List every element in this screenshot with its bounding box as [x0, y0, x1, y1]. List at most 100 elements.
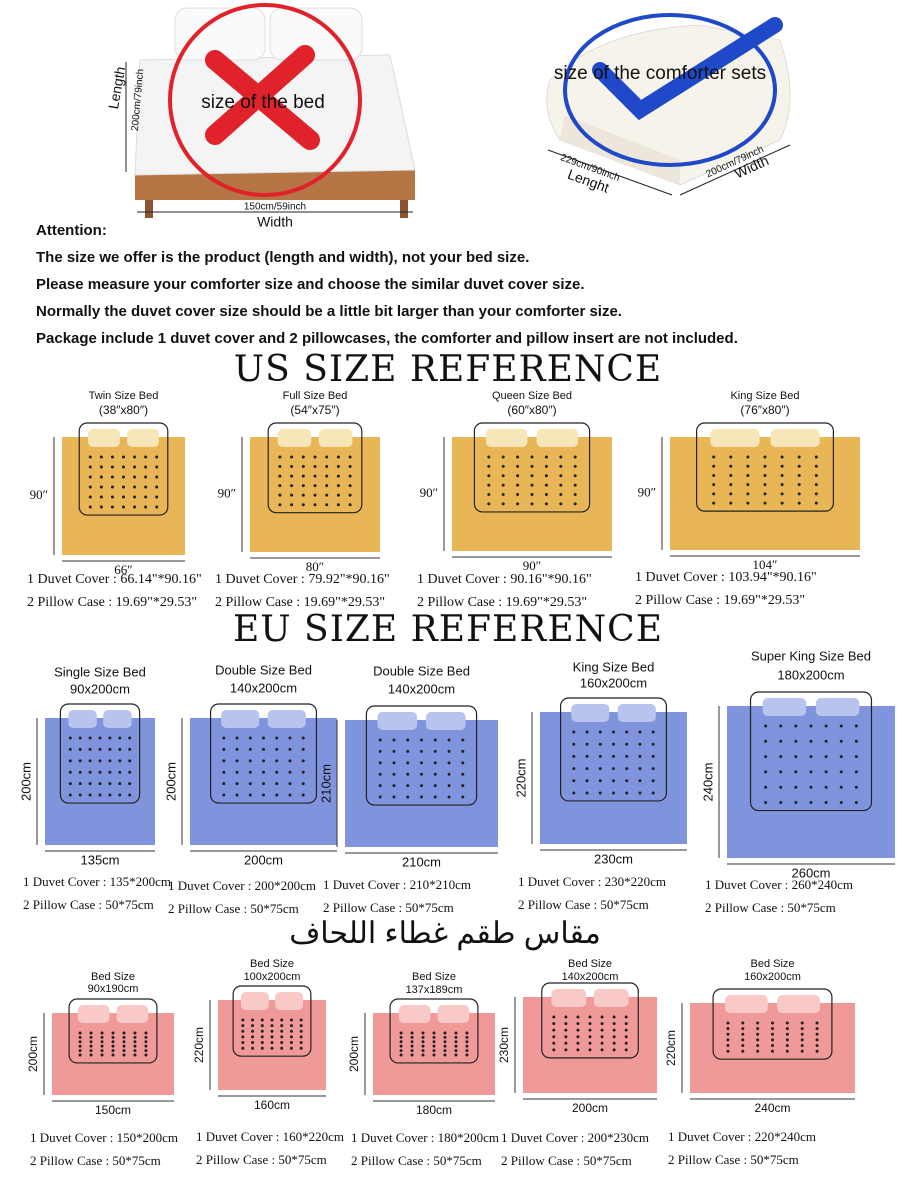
pillow	[68, 710, 97, 728]
duvet-area	[727, 706, 895, 858]
dot	[155, 465, 159, 469]
dot	[588, 1048, 592, 1052]
pillow-size: 2 Pillow Case : 50*75cm	[351, 1153, 482, 1168]
dot	[432, 1040, 436, 1044]
dot	[110, 475, 114, 479]
attention-title: Attention:	[36, 222, 107, 239]
dot	[756, 1027, 760, 1031]
dot	[854, 801, 858, 805]
dot	[530, 464, 534, 468]
bed-length-label: Length	[105, 65, 128, 110]
width-label: 160cm	[254, 1098, 290, 1112]
dot	[410, 1035, 414, 1039]
dot	[133, 1049, 137, 1053]
dot	[68, 759, 72, 763]
dot	[809, 785, 813, 789]
dot	[88, 736, 92, 740]
dot	[780, 492, 784, 496]
dot	[516, 464, 520, 468]
bed-dims: 180x200cm	[777, 667, 844, 682]
mattress-outline	[473, 422, 591, 513]
dot	[260, 1035, 264, 1039]
dot	[839, 724, 843, 728]
dot	[600, 1015, 604, 1019]
dot	[487, 464, 491, 468]
dot	[814, 455, 818, 459]
dot	[447, 795, 451, 799]
dot	[461, 761, 465, 765]
dot	[501, 474, 505, 478]
dot	[564, 1015, 568, 1019]
dot	[348, 465, 352, 469]
dot	[726, 1049, 730, 1053]
pillow	[485, 429, 528, 447]
dot	[241, 1035, 245, 1039]
dot	[100, 1035, 104, 1039]
dot	[712, 473, 716, 477]
dot	[133, 495, 137, 499]
dot	[741, 1032, 745, 1036]
dot	[99, 505, 103, 509]
dot	[824, 755, 828, 759]
dot	[552, 1028, 556, 1032]
dot	[110, 465, 114, 469]
pillow	[571, 704, 610, 722]
dot	[144, 505, 148, 509]
dot	[651, 791, 655, 795]
duvet-size: 1 Duvet Cover : 66.14"*90.16"	[27, 572, 202, 587]
dot	[260, 1018, 264, 1022]
dot	[299, 1029, 303, 1033]
dot	[794, 739, 798, 743]
dot	[325, 503, 329, 507]
bed-name: Double Size Bed	[215, 662, 312, 677]
dot	[780, 464, 784, 468]
dot	[824, 785, 828, 789]
dot	[552, 1041, 556, 1045]
dot	[573, 464, 577, 468]
dot	[108, 782, 112, 786]
duvet-size: 1 Duvet Cover : 180*200cm	[351, 1130, 499, 1145]
dot	[421, 1040, 425, 1044]
mattress-outline	[78, 422, 169, 516]
dot	[301, 465, 305, 469]
dot	[780, 483, 784, 487]
bed-illustration	[125, 3, 416, 218]
bed-dims: 140x200cm	[388, 681, 455, 696]
dot	[559, 474, 563, 478]
dot	[824, 739, 828, 743]
dot	[110, 485, 114, 489]
dot	[270, 1029, 274, 1033]
dot	[612, 730, 615, 734]
comforter-caption: size of the comforter sets	[554, 63, 766, 84]
dot	[235, 759, 239, 763]
dot	[564, 1022, 568, 1026]
dot	[133, 1031, 137, 1035]
dot	[585, 767, 589, 771]
duvet-area	[690, 1003, 855, 1093]
dot	[573, 455, 577, 459]
dot	[288, 770, 292, 774]
dot	[280, 1041, 284, 1045]
dot	[780, 473, 784, 477]
mattress-outline	[267, 422, 363, 514]
dot	[712, 464, 716, 468]
dot	[432, 1044, 436, 1048]
dot	[809, 739, 813, 743]
dot	[270, 1041, 274, 1045]
width-label: 200cm	[244, 852, 283, 867]
dot	[461, 738, 465, 742]
dot	[98, 736, 102, 740]
dot	[144, 1040, 148, 1044]
dot	[278, 484, 282, 488]
dot	[392, 738, 396, 742]
mattress-outline	[541, 982, 639, 1059]
pillow-size: 2 Pillow Case : 50*75cm	[668, 1152, 799, 1167]
dot	[564, 1028, 568, 1032]
dot	[222, 782, 226, 786]
dot	[815, 1021, 819, 1025]
dot	[222, 759, 226, 763]
duvet-size: 1 Duvet Cover : 210*210cm	[323, 877, 471, 892]
dot	[410, 1044, 414, 1048]
dot	[89, 1035, 93, 1039]
dot	[301, 747, 305, 751]
